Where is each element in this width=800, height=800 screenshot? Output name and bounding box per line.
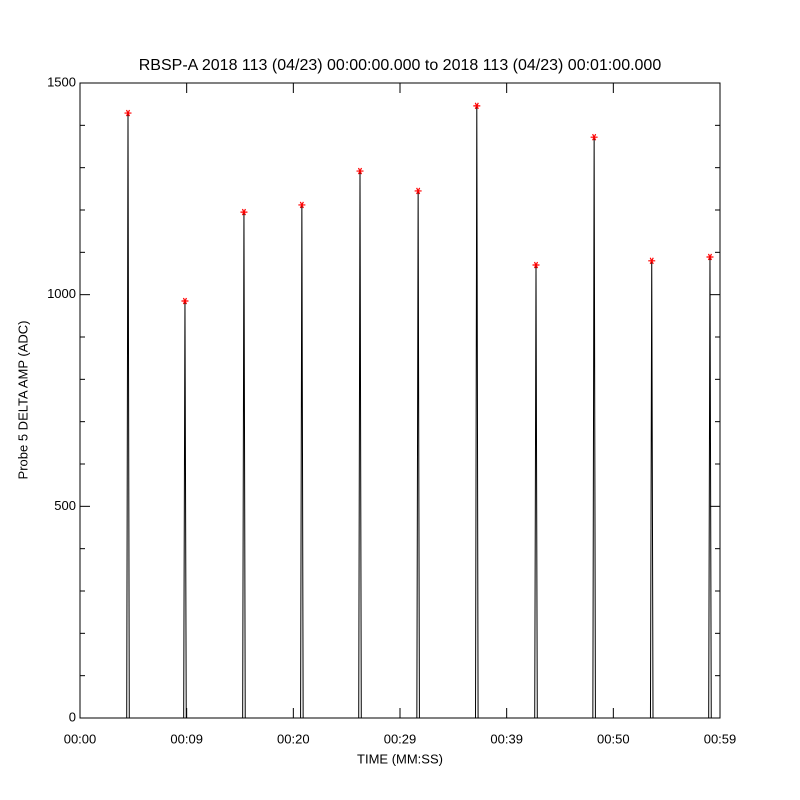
y-tick-label: 500	[54, 498, 76, 513]
peak-marker	[706, 253, 714, 261]
peak-marker	[648, 257, 656, 265]
plot-frame	[79, 82, 721, 719]
y-tick-label: 0	[69, 709, 76, 724]
peak-marker	[240, 208, 248, 216]
peak-marker	[181, 297, 189, 305]
peak-marker	[124, 109, 132, 117]
x-tick-label: 00:50	[597, 731, 630, 746]
peak-marker	[298, 201, 306, 209]
chart-title: RBSP-A 2018 113 (04/23) 00:00:00.000 to …	[139, 57, 662, 74]
x-tick-label: 00:29	[384, 731, 417, 746]
x-tick-label: 00:00	[64, 731, 97, 746]
peak-marker	[473, 102, 481, 110]
peak-marker	[532, 261, 540, 269]
x-tick-label: 00:39	[490, 731, 523, 746]
x-tick-label: 00:09	[170, 731, 203, 746]
y-tick-label: 1000	[47, 286, 76, 301]
signal-line	[80, 105, 712, 719]
x-axis-label: TIME (MM:SS)	[357, 751, 443, 766]
y-axis-label: Probe 5 DELTA AMP (ADC)	[15, 321, 30, 480]
x-tick-label: 00:59	[704, 731, 737, 746]
peak-marker	[590, 133, 598, 141]
y-tick-label: 1500	[47, 74, 76, 89]
peak-marker	[356, 167, 364, 175]
x-tick-label: 00:20	[277, 731, 310, 746]
peak-marker	[414, 187, 422, 195]
